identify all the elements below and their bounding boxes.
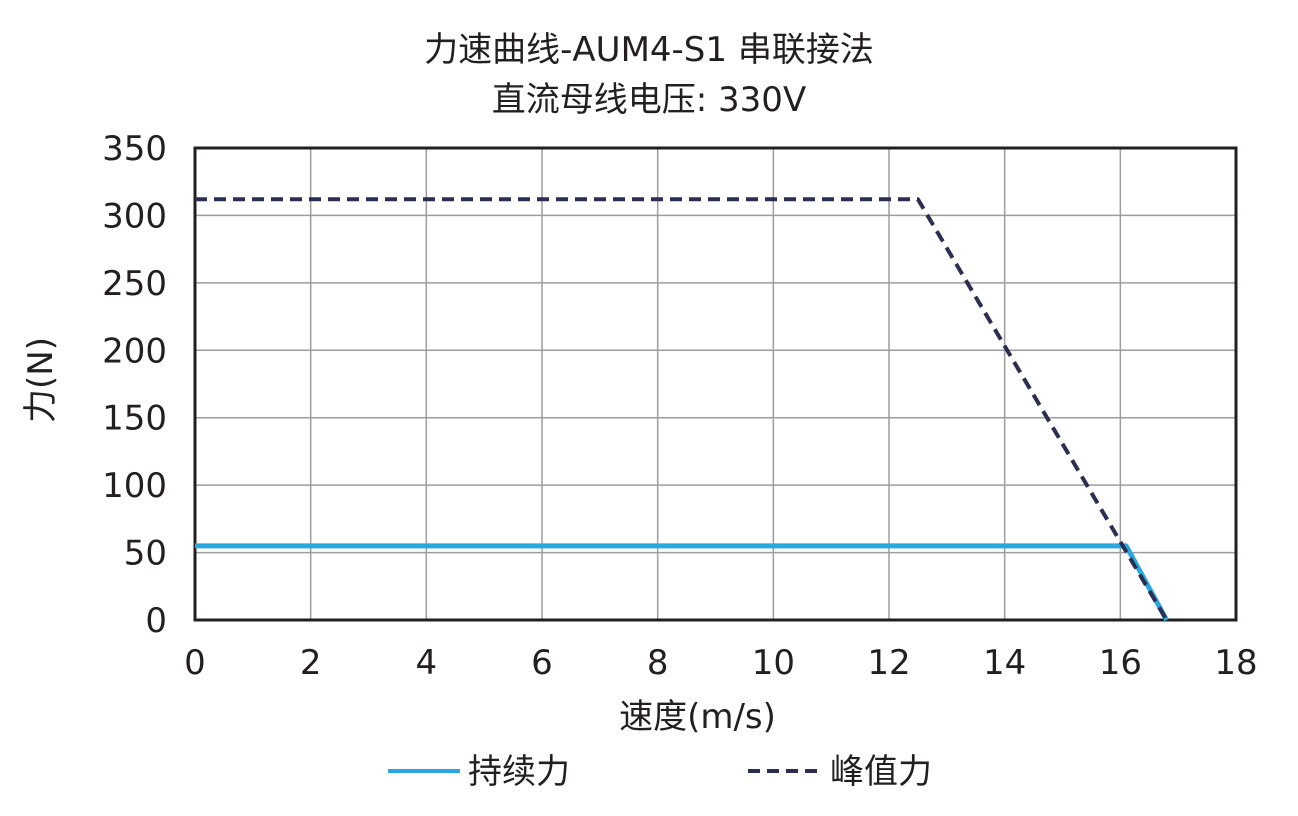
x-tick-label: 14 <box>983 643 1026 683</box>
chart-title: 力速曲线-AUM4-S1 串联接法 <box>424 30 874 70</box>
continuous-force-line <box>195 543 1169 622</box>
chart-subtitle: 直流母线电压: 330V <box>491 80 807 120</box>
y-tick-label: 300 <box>102 196 167 236</box>
y-tick-label: 0 <box>145 601 167 641</box>
y-tick-label: 250 <box>102 264 167 304</box>
x-tick-label: 16 <box>1099 643 1142 683</box>
x-tick-label: 10 <box>752 643 795 683</box>
x-tick-label: 8 <box>647 643 669 683</box>
legend-continuous-label: 持续力 <box>468 752 570 792</box>
peak-force-line <box>195 197 1169 622</box>
y-tick-label: 350 <box>102 129 167 169</box>
y-tick-label: 200 <box>102 331 167 371</box>
y-tick-label: 150 <box>102 399 167 439</box>
x-tick-label: 0 <box>184 643 206 683</box>
x-axis-label: 速度(m/s) <box>619 697 776 737</box>
legend-peak-label: 峰值力 <box>830 752 932 792</box>
x-tick-label: 2 <box>300 643 322 683</box>
plot-frame <box>193 146 1238 622</box>
y-tick-label: 50 <box>124 534 167 574</box>
x-tick-label: 4 <box>416 643 438 683</box>
x-tick-label: 18 <box>1214 643 1257 683</box>
y-tick-label: 100 <box>102 466 167 506</box>
y-axis-label: 力(N) <box>21 337 61 423</box>
x-tick-label: 6 <box>531 643 553 683</box>
x-tick-label: 12 <box>867 643 910 683</box>
